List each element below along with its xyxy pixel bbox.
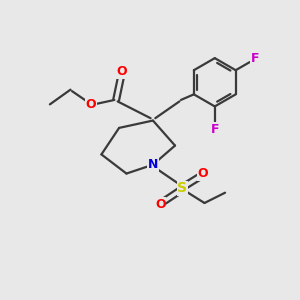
Text: O: O <box>117 65 127 79</box>
Text: F: F <box>211 123 219 136</box>
Text: O: O <box>155 198 166 211</box>
Text: O: O <box>198 167 208 180</box>
Text: N: N <box>148 158 158 171</box>
Text: F: F <box>251 52 260 65</box>
Text: S: S <box>177 181 188 195</box>
Text: O: O <box>86 98 96 111</box>
